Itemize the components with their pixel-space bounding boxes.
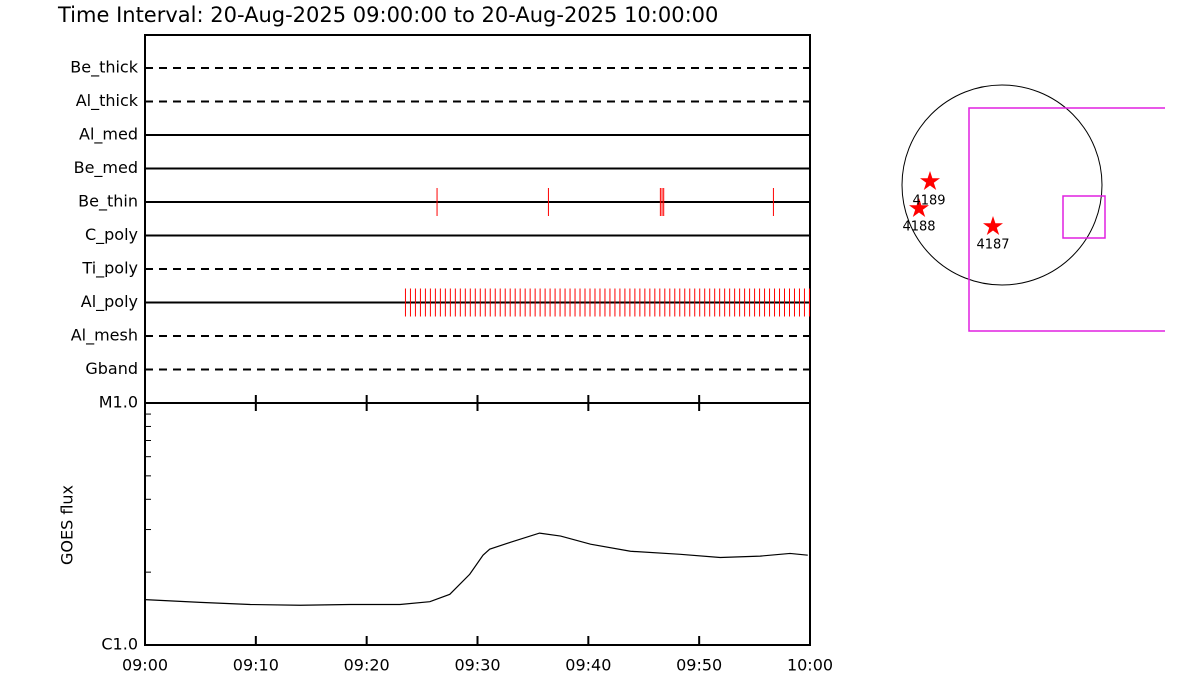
row-label: Ti_poly [81,259,138,279]
y-axis-label: GOES flux [58,485,77,565]
x-tick-label: 09:40 [565,656,611,675]
row-label: Al_thick [76,91,139,111]
x-tick-label: 09:30 [454,656,500,675]
goes-line [144,532,808,606]
row-label: Be_med [74,158,138,178]
row-label: Al_poly [81,292,138,312]
row-label: Al_mesh [71,326,138,346]
y-tick-label: M1.0 [99,393,138,412]
field-of-view [968,107,1165,332]
sun-map: 4189 4188 4187 [901,84,1165,332]
title: Time Interval: 20-Aug-2025 09:00:00 to 2… [57,3,718,27]
row-label: C_poly [85,225,138,245]
region-label: 4187 [976,238,1009,253]
y-tick-label: C1.0 [101,635,138,654]
region-star [909,198,929,217]
region-label: 4189 [912,194,945,209]
x-tick-label: 09:20 [344,656,390,675]
row-label: Be_thin [78,192,138,212]
x-tick-label: 09:50 [676,656,722,675]
row-label: Gband [85,359,138,378]
x-tick-label: 09:00 [122,656,168,675]
region-star [920,171,940,190]
x-tick-label: 10:00 [787,656,833,675]
sub-field [1062,195,1106,239]
region-label: 4188 [902,220,935,235]
row-label: Al_med [79,125,138,145]
sun-disk [901,84,1103,286]
goes-frame [144,402,811,646]
timeline-frame [144,34,811,404]
region-star [983,216,1003,235]
row-label: Be_thick [70,58,138,78]
x-tick-label: 09:10 [233,656,279,675]
